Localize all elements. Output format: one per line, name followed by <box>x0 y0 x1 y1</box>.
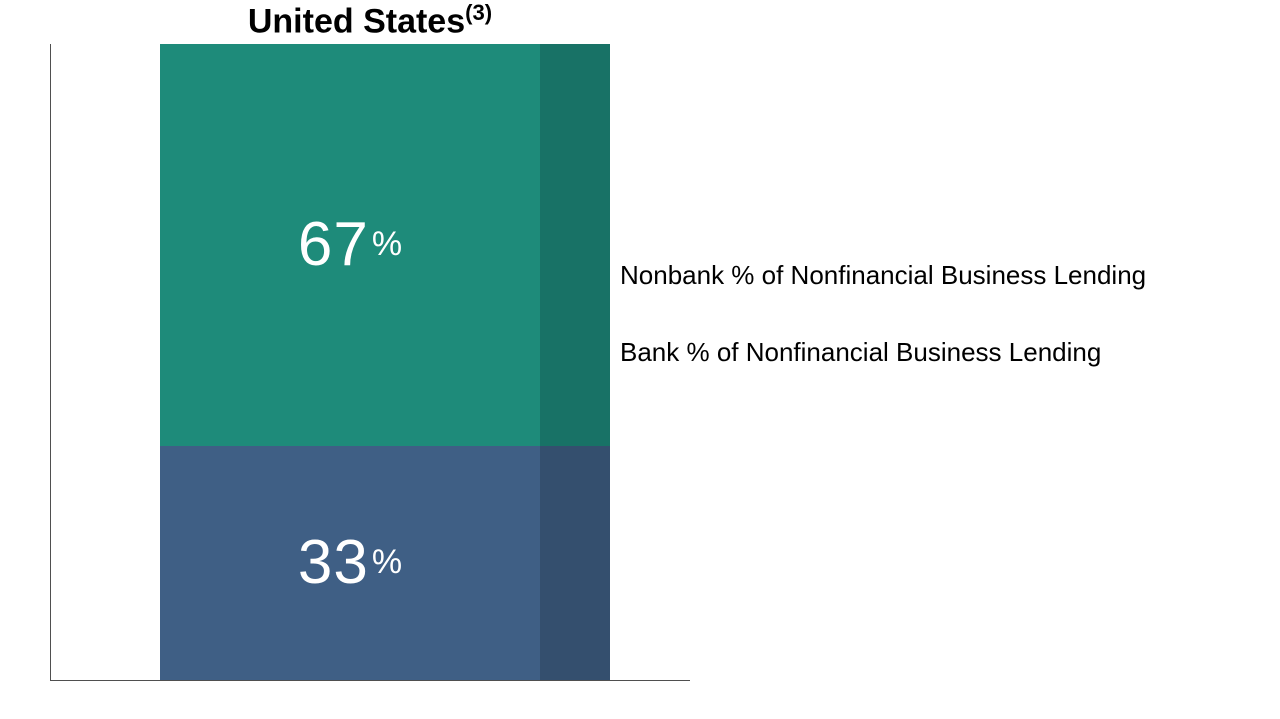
chart-title-main: United States <box>248 2 465 40</box>
bar-segment-value: 33 <box>298 527 369 598</box>
bar-segment-unit: % <box>372 543 402 582</box>
bar-shade: .. .. <box>540 44 610 680</box>
bar-segment-unit: % <box>372 225 402 264</box>
chart-title: United States(3) <box>50 0 690 41</box>
x-axis <box>50 680 690 681</box>
bar-segment-bank: 33 % <box>160 446 540 680</box>
legend-item-bank: Bank % of Nonfinancial Business Lending <box>620 337 1146 368</box>
chart-title-footnote: (3) <box>465 0 492 25</box>
bar-segment-value: 67 <box>298 209 369 280</box>
y-axis <box>50 44 51 680</box>
legend: Nonbank % of Nonfinancial Business Lendi… <box>620 260 1146 368</box>
bar-main: 67 % 33 % <box>160 44 540 680</box>
legend-item-nonbank: Nonbank % of Nonfinancial Business Lendi… <box>620 260 1146 291</box>
bar-shade-segment-bank: .. <box>540 446 610 680</box>
stacked-bar-chart: United States(3) 67 % 33 % .. .. <box>50 0 690 680</box>
bar-segment-nonbank: 67 % <box>160 44 540 446</box>
bar-shade-segment-nonbank: .. <box>540 44 610 446</box>
